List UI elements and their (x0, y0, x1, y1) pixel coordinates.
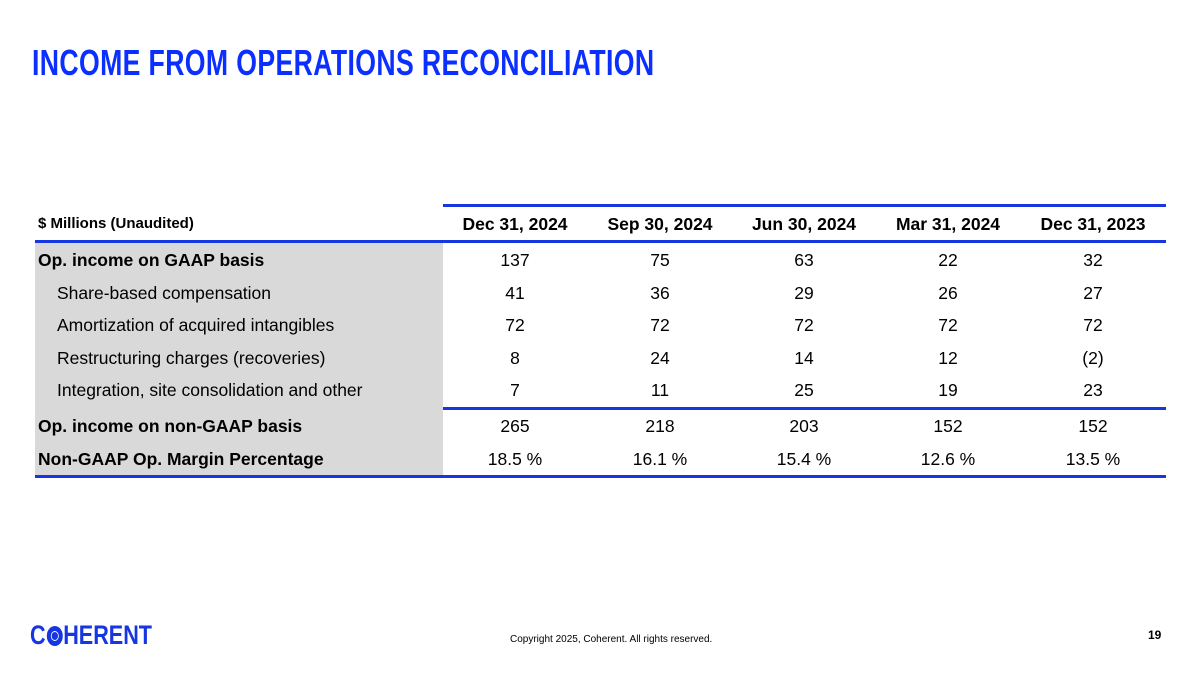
table-cell: 18.5 % (487, 449, 543, 469)
table-cell: 152 (933, 416, 963, 436)
table-cell: 25 (794, 380, 814, 400)
column-header: Mar 31, 2024 (895, 214, 1001, 234)
table-cell: 19 (938, 380, 958, 400)
row-label: Share-based compensation (57, 283, 272, 303)
table-cell: 203 (789, 416, 819, 436)
table-top-rule (443, 204, 1166, 207)
globe-icon (46, 625, 63, 646)
table-cell: 14 (794, 348, 814, 368)
row-label: Op. income on GAAP basis (38, 250, 265, 270)
table-cell: 13.5 % (1065, 449, 1121, 469)
table-cell: 26 (938, 283, 958, 303)
table-cell: 29 (794, 283, 814, 303)
copyright-text: Copyright 2025, Coherent. All rights res… (510, 634, 713, 645)
table-cell: 16.1 % (632, 449, 688, 469)
table-cell: 11 (650, 380, 670, 400)
column-header: Dec 31, 2024 (462, 214, 568, 234)
table-cell: 23 (1083, 380, 1103, 400)
table-cell: 12 (938, 348, 958, 368)
table-cell: 75 (650, 250, 670, 270)
table-cell: 27 (1083, 283, 1103, 303)
header-rule (35, 240, 1166, 243)
table-cell: 32 (1083, 250, 1103, 270)
row-label: Integration, site consolidation and othe… (57, 380, 363, 400)
table-cell: 72 (505, 315, 525, 335)
table-cell: 63 (794, 250, 814, 270)
table-cell: 22 (938, 250, 958, 270)
table-cell: 8 (510, 348, 520, 368)
table-cell: 137 (500, 250, 530, 270)
table-cell: 41 (505, 283, 525, 303)
row-label: Amortization of acquired intangibles (57, 315, 335, 335)
table-header-label: $ Millions (Unaudited) (38, 215, 194, 232)
table-cell: 72 (1083, 315, 1103, 335)
table-cell: 152 (1078, 416, 1108, 436)
table-cell: 15.4 % (776, 449, 832, 469)
table-cell: 7 (510, 380, 520, 400)
table-cell: (2) (1082, 348, 1104, 368)
page-number: 19 (1148, 628, 1162, 642)
table-cell: 72 (794, 315, 814, 335)
row-label: Restructuring charges (recoveries) (57, 348, 326, 368)
table-cell: 36 (650, 283, 670, 303)
table-cell: 12.6 % (920, 449, 976, 469)
row-label: Op. income on non-GAAP basis (38, 416, 303, 436)
table-cell: 24 (650, 348, 670, 368)
table-cell: 72 (650, 315, 670, 335)
column-header: Sep 30, 2024 (607, 214, 713, 234)
coherent-logo: C HERENT (30, 620, 153, 650)
page-title: INCOME FROM OPERATIONS RECONCILIATION (32, 42, 655, 83)
table-bottom-rule (35, 475, 1166, 478)
column-header: Jun 30, 2024 (751, 214, 857, 234)
subtotal-rule (443, 407, 1166, 410)
table-cell: 265 (500, 416, 530, 436)
column-header: Dec 31, 2023 (1040, 214, 1146, 234)
table-cell: 218 (645, 416, 675, 436)
table-cell: 72 (938, 315, 958, 335)
label-column-background (35, 243, 443, 475)
row-label: Non-GAAP Op. Margin Percentage (38, 449, 324, 469)
